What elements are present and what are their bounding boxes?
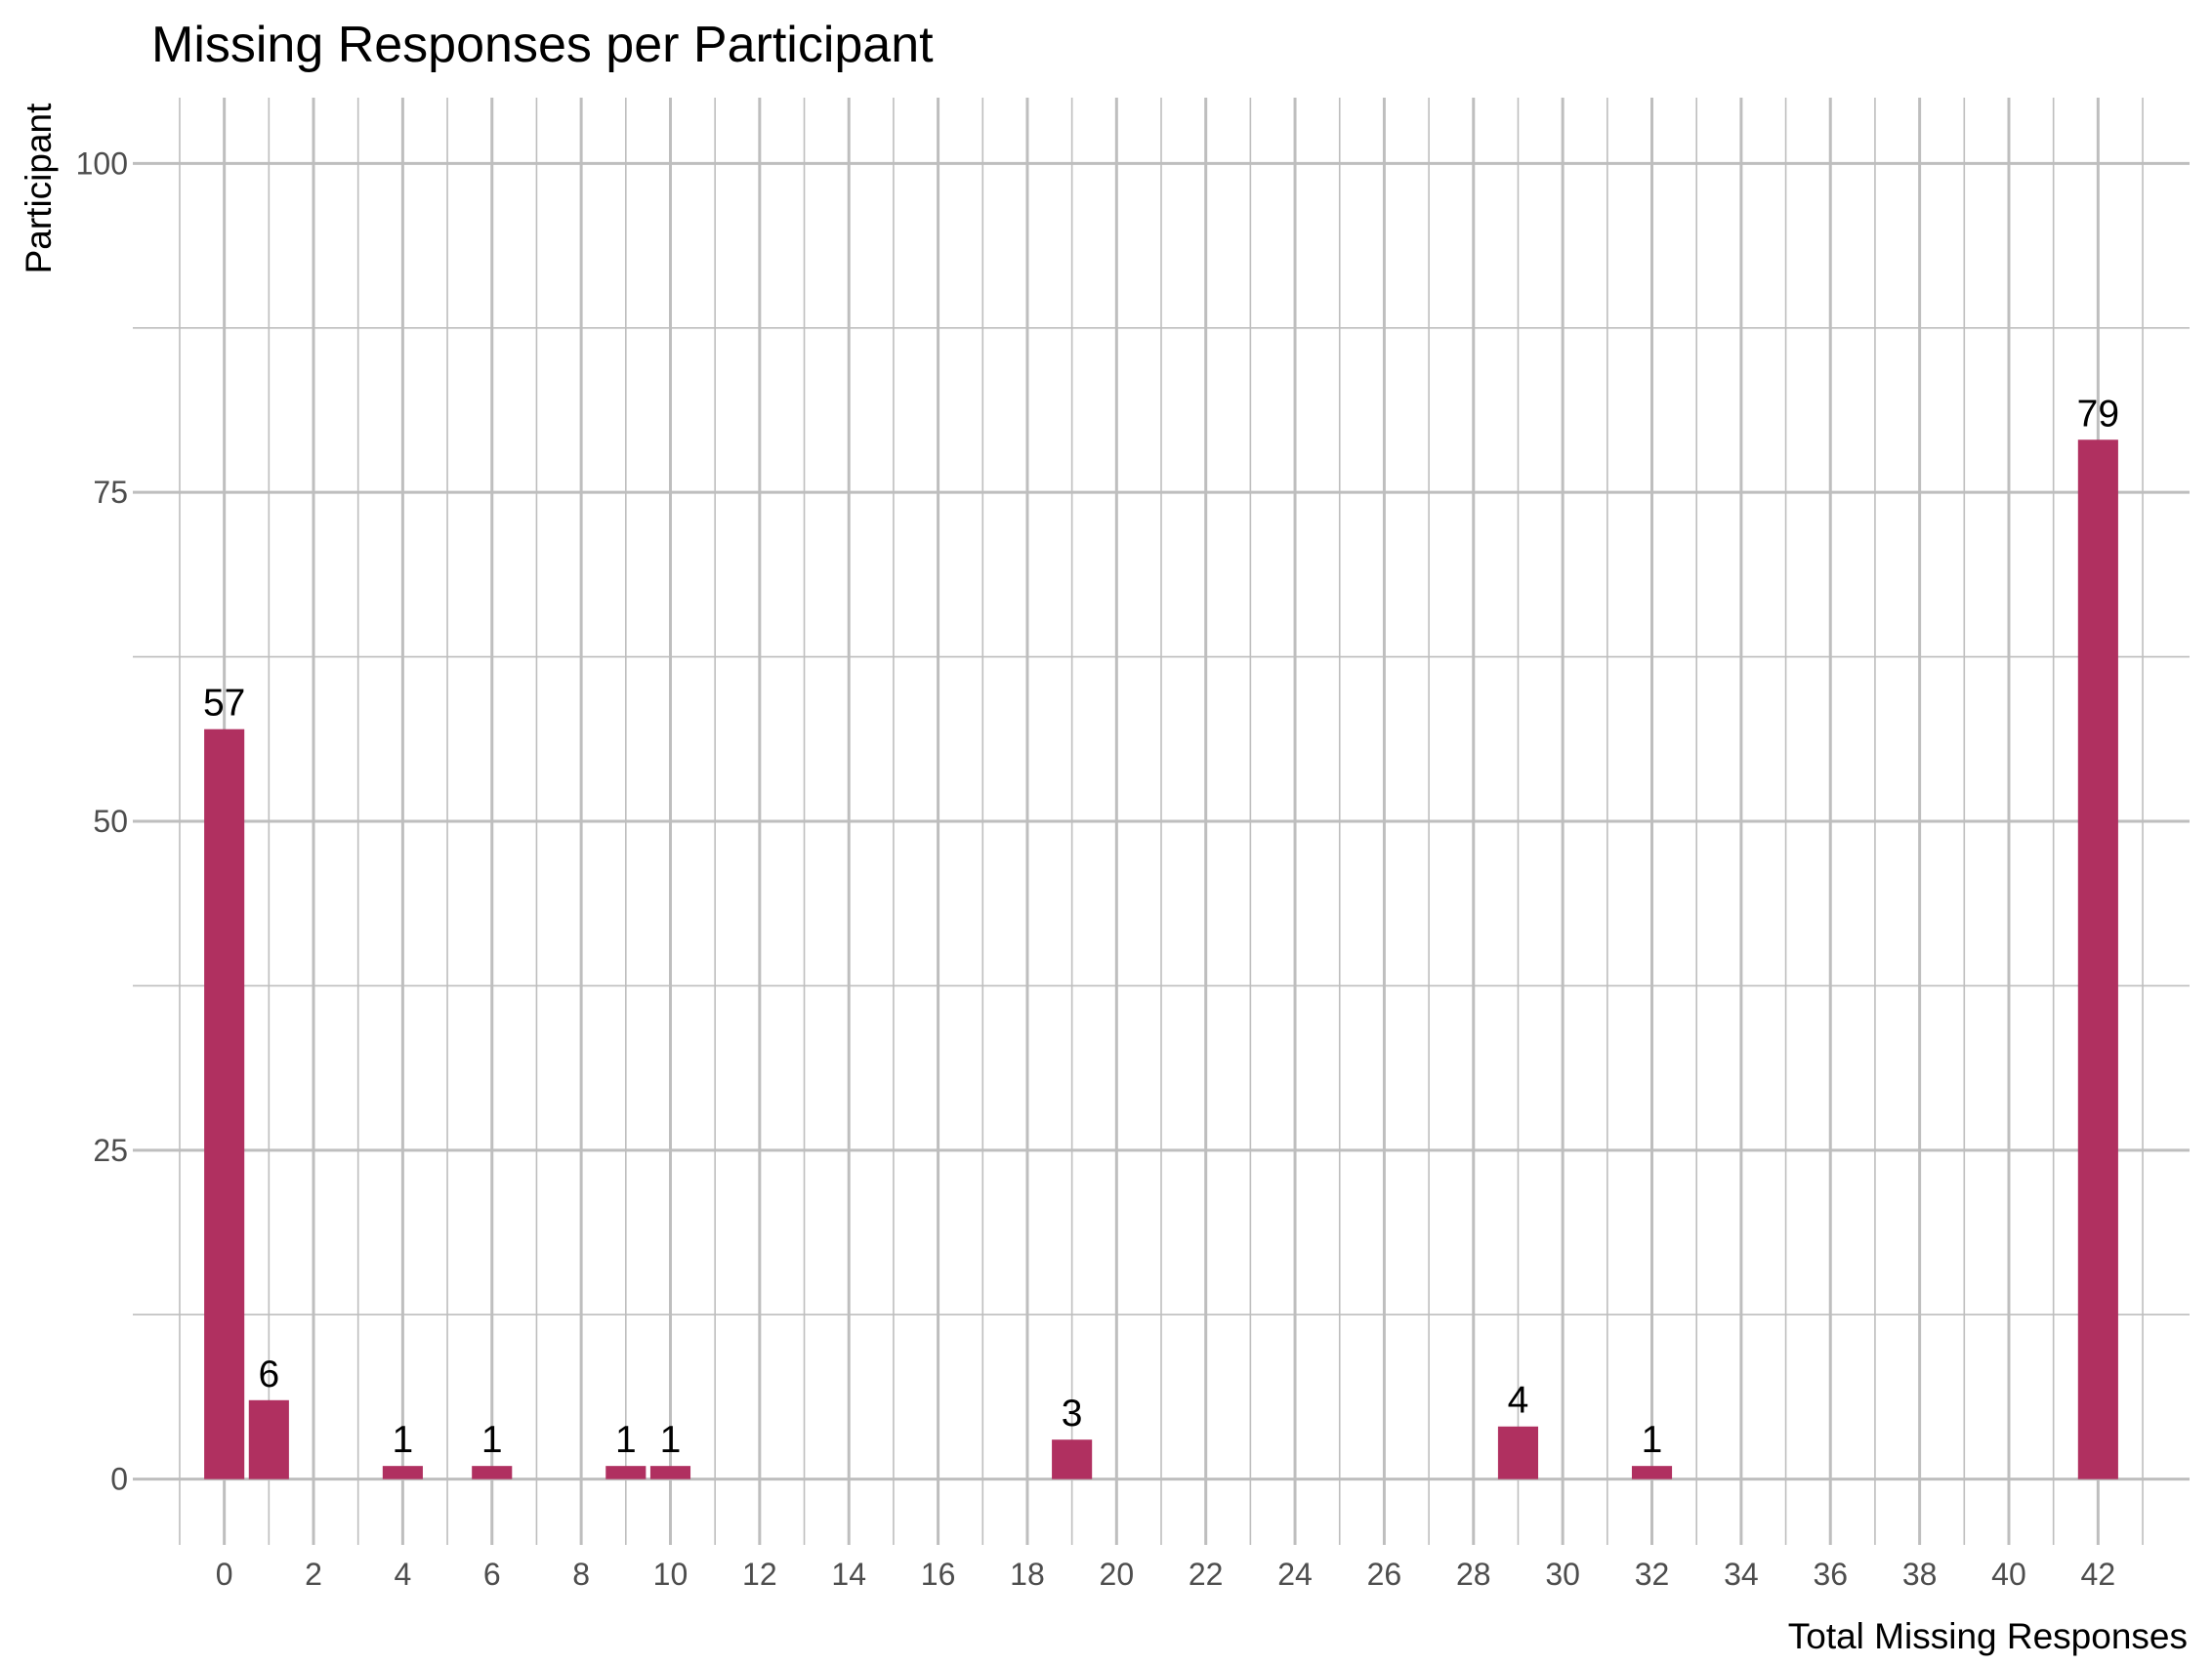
y-axis-tick-labels: 0 25 50 75 100 xyxy=(76,146,128,1496)
bar-value-label: 1 xyxy=(1642,1419,1663,1461)
x-tick-label: 26 xyxy=(1367,1557,1402,1592)
x-tick-label: 8 xyxy=(572,1557,590,1592)
x-tick-label: 12 xyxy=(742,1557,777,1592)
bar xyxy=(605,1466,647,1479)
y-tick-label: 75 xyxy=(93,475,128,510)
x-tick-label: 18 xyxy=(1010,1557,1045,1592)
x-tick-label: 40 xyxy=(1991,1557,2026,1592)
x-tick-label: 24 xyxy=(1277,1557,1313,1592)
x-tick-label: 4 xyxy=(394,1557,411,1592)
y-axis-title: Participant xyxy=(19,103,59,274)
bar xyxy=(472,1466,513,1479)
bar-value-label: 57 xyxy=(203,683,245,725)
bar xyxy=(204,729,245,1479)
x-tick-label: 36 xyxy=(1813,1557,1848,1592)
x-tick-label: 6 xyxy=(483,1557,501,1592)
x-tick-label: 22 xyxy=(1189,1557,1224,1592)
bar xyxy=(649,1466,691,1479)
bar-value-label: 6 xyxy=(258,1354,279,1395)
y-tick-label: 0 xyxy=(110,1462,128,1497)
x-tick-label: 30 xyxy=(1545,1557,1580,1592)
bar xyxy=(1497,1426,1539,1479)
y-tick-label: 100 xyxy=(76,146,128,181)
bar-value-label: 79 xyxy=(2077,393,2119,435)
x-tick-label: 32 xyxy=(1635,1557,1670,1592)
grid-lines xyxy=(133,98,2190,1545)
y-tick-label: 25 xyxy=(93,1133,128,1168)
bar-value-label: 4 xyxy=(1508,1380,1529,1422)
x-axis-tick-labels: 0 2 4 6 8 10 12 14 16 18 20 22 24 26 28 30 32 34 36 38 40 42 xyxy=(216,1557,2115,1592)
bars xyxy=(204,439,2118,1479)
bar xyxy=(1631,1466,1673,1479)
x-tick-label: 0 xyxy=(216,1557,233,1592)
x-tick-label: 14 xyxy=(831,1557,866,1592)
bar xyxy=(2077,439,2118,1479)
chart-title: Missing Responses per Participant xyxy=(151,17,934,73)
x-tick-label: 10 xyxy=(653,1557,689,1592)
x-tick-label: 34 xyxy=(1724,1557,1759,1592)
bar xyxy=(248,1399,289,1479)
x-tick-label: 16 xyxy=(921,1557,956,1592)
x-tick-label: 42 xyxy=(2081,1557,2116,1592)
x-axis-title: Total Missing Responses xyxy=(1788,1616,2188,1656)
bar-value-label: 3 xyxy=(1062,1393,1083,1435)
x-tick-label: 2 xyxy=(305,1557,322,1592)
y-tick-label: 50 xyxy=(93,804,128,839)
bar-value-label: 1 xyxy=(393,1419,414,1461)
x-tick-label: 38 xyxy=(1902,1557,1938,1592)
bar xyxy=(382,1466,423,1479)
bar xyxy=(1052,1439,1093,1479)
x-tick-label: 20 xyxy=(1100,1557,1135,1592)
x-tick-label: 28 xyxy=(1456,1557,1491,1592)
bar-value-label: 1 xyxy=(660,1419,682,1461)
bar-value-label: 1 xyxy=(615,1419,637,1461)
bar-value-label: 1 xyxy=(481,1419,503,1461)
